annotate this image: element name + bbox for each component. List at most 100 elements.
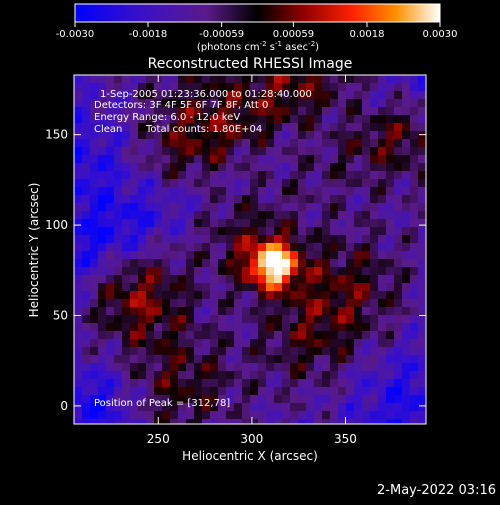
heatmap-cell xyxy=(274,107,283,116)
heatmap-cell xyxy=(138,267,147,276)
heatmap-cell xyxy=(218,83,227,92)
heatmap-cell xyxy=(370,131,379,140)
heatmap-cell xyxy=(274,131,283,140)
heatmap-cell xyxy=(330,371,339,380)
heatmap-cell xyxy=(282,267,291,276)
heatmap-cell xyxy=(378,419,387,424)
heatmap-cell xyxy=(122,219,131,228)
heatmap-cell xyxy=(386,187,395,196)
heatmap-cell xyxy=(114,403,123,412)
heatmap-cell xyxy=(218,219,227,228)
heatmap-cell xyxy=(338,275,347,284)
heatmap-cell xyxy=(338,155,347,164)
annotation-peak-position: Position of Peak = [312,78] xyxy=(94,398,230,409)
heatmap-cell xyxy=(314,163,323,172)
heatmap-cell xyxy=(210,323,219,332)
heatmap-cell xyxy=(226,307,235,316)
heatmap-cell xyxy=(210,259,219,268)
heatmap-cell xyxy=(290,411,299,420)
heatmap-cell xyxy=(354,315,363,324)
heatmap-cell xyxy=(378,91,387,100)
heatmap-cell xyxy=(338,331,347,340)
heatmap-cell xyxy=(258,147,267,156)
heatmap-cell xyxy=(194,83,203,92)
heatmap-cell xyxy=(82,267,91,276)
heatmap-cell xyxy=(370,403,379,412)
heatmap-cell xyxy=(138,251,147,260)
heatmap-cell xyxy=(402,211,411,220)
heatmap-cell xyxy=(162,315,171,324)
heatmap-cell xyxy=(194,179,203,188)
heatmap-cell xyxy=(370,267,379,276)
heatmap-cell xyxy=(218,99,227,108)
heatmap-cell xyxy=(378,323,387,332)
heatmap-cell xyxy=(290,291,299,300)
heatmap-cell xyxy=(242,75,251,84)
heatmap-cell xyxy=(82,259,91,268)
heatmap-cell xyxy=(242,235,251,244)
heatmap-cell xyxy=(314,131,323,140)
heatmap-cell xyxy=(82,179,91,188)
heatmap-cell xyxy=(402,187,411,196)
heatmap-cell xyxy=(90,395,99,404)
heatmap-cell xyxy=(154,171,163,180)
heatmap-cell xyxy=(322,323,331,332)
heatmap-cell xyxy=(418,395,426,404)
heatmap-cell xyxy=(394,187,403,196)
heatmap-cell xyxy=(250,395,259,404)
heatmap-cell xyxy=(354,387,363,396)
heatmap-cell xyxy=(402,299,411,308)
heatmap-cell xyxy=(370,123,379,132)
heatmap-cell xyxy=(370,107,379,116)
heatmap-cell xyxy=(410,283,419,292)
heatmap-cell xyxy=(250,307,259,316)
heatmap-cell xyxy=(74,331,83,340)
heatmap-cell xyxy=(210,131,219,140)
heatmap-cell xyxy=(346,107,355,116)
heatmap-cell xyxy=(90,147,99,156)
heatmap-cell xyxy=(346,331,355,340)
heatmap-cell xyxy=(202,403,211,412)
heatmap-cell xyxy=(330,267,339,276)
heatmap-cell xyxy=(114,299,123,308)
heatmap-cell xyxy=(218,91,227,100)
colorbar xyxy=(74,3,441,23)
heatmap-cell xyxy=(194,227,203,236)
heatmap-cell xyxy=(122,275,131,284)
heatmap-cell xyxy=(178,395,187,404)
heatmap-cell xyxy=(266,211,275,220)
heatmap-cell xyxy=(418,379,426,388)
heatmap-cell xyxy=(154,163,163,172)
heatmap-cell xyxy=(250,347,259,356)
heatmap-cell xyxy=(322,83,331,92)
heatmap-cell xyxy=(378,171,387,180)
heatmap-cell xyxy=(378,315,387,324)
heatmap-cell xyxy=(122,107,131,116)
heatmap-cell xyxy=(74,203,83,212)
heatmap-cell xyxy=(98,403,107,412)
heatmap-cell xyxy=(178,155,187,164)
heatmap-cell xyxy=(122,179,131,188)
heatmap-cell xyxy=(418,259,426,268)
heatmap-cell xyxy=(298,139,307,148)
heatmap-cell xyxy=(90,379,99,388)
heatmap-cell xyxy=(322,91,331,100)
heatmap-cell xyxy=(138,91,147,100)
heatmap-cell xyxy=(282,395,291,404)
heatmap-cell xyxy=(146,283,155,292)
heatmap-cell xyxy=(122,339,131,348)
heatmap-cell xyxy=(178,195,187,204)
heatmap-cell xyxy=(122,387,131,396)
heatmap-cell xyxy=(394,139,403,148)
heatmap-cell xyxy=(266,155,275,164)
heatmap-cell xyxy=(274,379,283,388)
heatmap-cell xyxy=(274,243,283,252)
heatmap-cell xyxy=(114,227,123,236)
heatmap-cell xyxy=(210,355,219,364)
heatmap-cell xyxy=(282,307,291,316)
heatmap-cell xyxy=(194,75,203,84)
heatmap-cell xyxy=(346,387,355,396)
heatmap-cell xyxy=(370,315,379,324)
heatmap-cell xyxy=(130,387,139,396)
